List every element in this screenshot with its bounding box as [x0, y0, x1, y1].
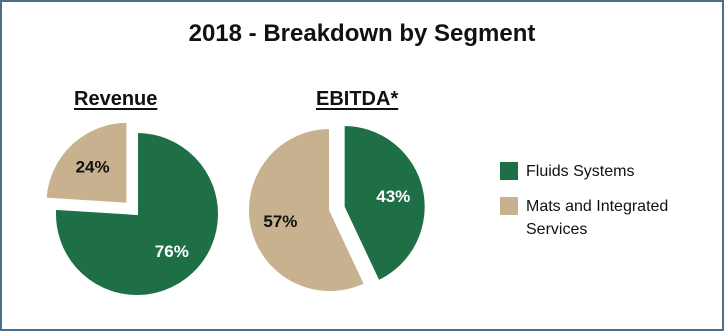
- legend-swatch-mats: [500, 197, 518, 215]
- legend-item-mats: Mats and Integrated Services: [500, 195, 716, 241]
- pie0-slice-0: [54, 130, 220, 297]
- pie0-slice-1-label: 24%: [76, 158, 110, 177]
- revenue-pie-title: Revenue: [74, 88, 158, 110]
- pie1-slice-0-label: 43%: [376, 187, 410, 206]
- legend-item-fluids: Fluids Systems: [500, 160, 716, 183]
- chart-title: 2018 - Breakdown by Segment: [188, 20, 536, 47]
- pie0-slice-1: [44, 120, 129, 205]
- pie1-slice-1: [247, 126, 367, 293]
- ebitda-pie-title: EBITDA*: [316, 88, 399, 110]
- legend-label-mats: Mats and Integrated Services: [526, 198, 669, 238]
- legend-swatch-fluids: [500, 162, 518, 180]
- pie1-slice-0: [342, 123, 427, 283]
- pie1-slice-1-label: 57%: [263, 212, 297, 231]
- pie0-slice-0-label: 76%: [155, 242, 189, 261]
- legend-label-fluids: Fluids Systems: [526, 163, 635, 180]
